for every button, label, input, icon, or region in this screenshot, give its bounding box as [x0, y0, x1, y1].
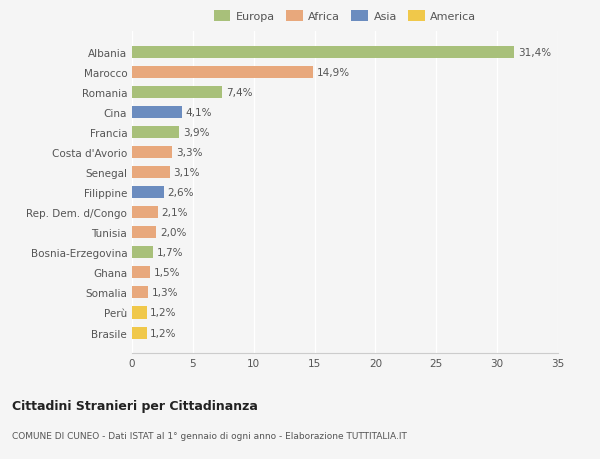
Text: 2,0%: 2,0% — [160, 228, 187, 238]
Text: 2,6%: 2,6% — [167, 188, 194, 198]
Text: COMUNE DI CUNEO - Dati ISTAT al 1° gennaio di ogni anno - Elaborazione TUTTITALI: COMUNE DI CUNEO - Dati ISTAT al 1° genna… — [12, 431, 407, 441]
Bar — [132, 127, 179, 139]
Text: 3,9%: 3,9% — [183, 128, 209, 138]
Bar — [132, 167, 170, 179]
Bar — [132, 67, 313, 79]
Text: 1,5%: 1,5% — [154, 268, 181, 278]
Bar — [132, 187, 164, 199]
Text: 2,1%: 2,1% — [161, 208, 188, 218]
Text: 1,7%: 1,7% — [157, 248, 183, 258]
Bar — [132, 207, 158, 219]
Text: 4,1%: 4,1% — [185, 108, 212, 118]
Text: 3,3%: 3,3% — [176, 148, 202, 158]
Bar — [132, 47, 514, 59]
Bar — [132, 147, 172, 159]
Legend: Europa, Africa, Asia, America: Europa, Africa, Asia, America — [211, 9, 479, 25]
Text: 1,2%: 1,2% — [150, 308, 177, 318]
Bar — [132, 267, 150, 279]
Bar — [132, 307, 146, 319]
Text: 7,4%: 7,4% — [226, 88, 252, 98]
Bar — [132, 287, 148, 299]
Text: Cittadini Stranieri per Cittadinanza: Cittadini Stranieri per Cittadinanza — [12, 399, 258, 412]
Text: 1,2%: 1,2% — [150, 328, 177, 338]
Text: 1,3%: 1,3% — [151, 288, 178, 298]
Text: 3,1%: 3,1% — [173, 168, 200, 178]
Bar — [132, 247, 152, 259]
Bar — [132, 107, 182, 119]
Text: 14,9%: 14,9% — [317, 68, 350, 78]
Text: 31,4%: 31,4% — [518, 48, 551, 58]
Bar — [132, 87, 222, 99]
Bar — [132, 227, 157, 239]
Bar — [132, 327, 146, 339]
